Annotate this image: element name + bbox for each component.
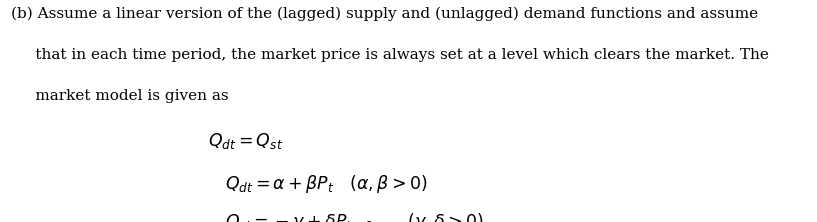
Text: that in each time period, the market price is always set at a level which clears: that in each time period, the market pri… xyxy=(11,48,769,62)
Text: $Q_{dt} = Q_{st}$: $Q_{dt} = Q_{st}$ xyxy=(208,131,283,151)
Text: $Q_{st} = -\gamma + \delta P_{t-1} \qquad (\gamma,\delta > 0)$: $Q_{st} = -\gamma + \delta P_{t-1} \qqua… xyxy=(225,211,484,222)
Text: (b) Assume a linear version of the (lagged) supply and (unlagged) demand functio: (b) Assume a linear version of the (lagg… xyxy=(11,7,757,21)
Text: market model is given as: market model is given as xyxy=(11,89,228,103)
Text: $Q_{dt} = \alpha + \beta P_t \quad (\alpha,\beta > 0)$: $Q_{dt} = \alpha + \beta P_t \quad (\alp… xyxy=(225,173,427,195)
